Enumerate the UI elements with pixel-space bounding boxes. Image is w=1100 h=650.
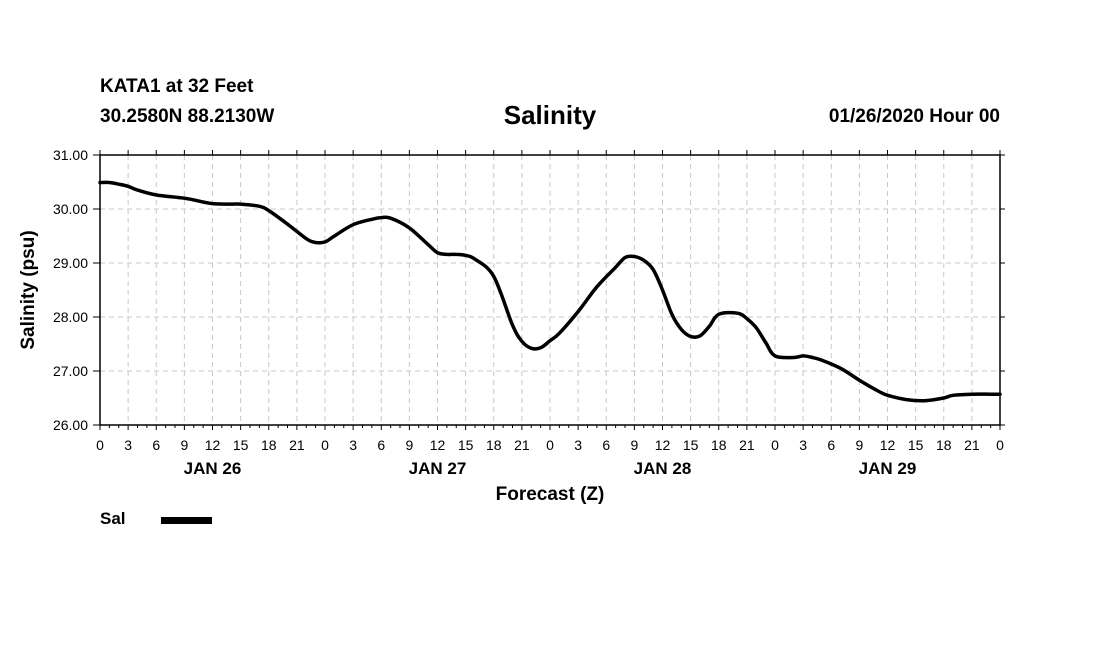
x-axis-ticks: 0 3 6 9 12 15 18 21 0 3 6 9 12 15 18 21 0 3 6 9 12 15 18 21 0 3 6 9… [96, 150, 1004, 478]
x-tick-label: 3 [124, 437, 132, 453]
legend-label-sal: Sal [100, 509, 126, 528]
x-tick-label: 0 [321, 437, 329, 453]
x-tick-label: 3 [349, 437, 357, 453]
x-tick-label: 12 [430, 437, 446, 453]
forecast-issue-time: 01/26/2020 Hour 00 [828, 106, 1000, 127]
x-tick-label: 3 [574, 437, 582, 453]
x-tick-label: 9 [405, 437, 413, 453]
station-coordinates: 30.2580N 88.2130W [100, 106, 275, 127]
x-tick-label: 15 [458, 437, 474, 453]
y-tick-label: 30.00 [53, 201, 88, 217]
x-tick-label: 3 [799, 437, 807, 453]
station-name: KATA1 at 32 Feet [100, 76, 254, 97]
x-tick-label: 0 [546, 437, 554, 453]
x-tick-label: 6 [602, 437, 610, 453]
x-axis-label: Forecast (Z) [496, 484, 605, 505]
y-tick-label: 27.00 [53, 363, 88, 379]
y-axis-ticks: 26.00 27.00 28.00 29.00 30.00 31.00 [53, 147, 1005, 433]
x-tick-label: 6 [152, 437, 160, 453]
x-tick-label: 21 [964, 437, 980, 453]
x-tick-label: 9 [855, 437, 863, 453]
plot-frame [99, 154, 1001, 426]
x-tick-label: 21 [289, 437, 305, 453]
chart-title: Salinity [503, 100, 597, 130]
x-day-label: JAN 28 [634, 459, 692, 478]
x-tick-label: 18 [711, 437, 727, 453]
x-day-label: JAN 29 [859, 459, 917, 478]
series-layer [98, 180, 1002, 403]
x-tick-label: 6 [827, 437, 835, 453]
x-tick-label: 21 [514, 437, 530, 453]
x-day-label: JAN 27 [409, 459, 467, 478]
x-tick-label: 6 [377, 437, 385, 453]
x-tick-label: 18 [486, 437, 502, 453]
y-tick-label: 28.00 [53, 309, 88, 325]
series-line-sal [98, 180, 1002, 403]
x-tick-label: 15 [683, 437, 699, 453]
x-tick-label: 18 [936, 437, 952, 453]
x-tick-label: 0 [771, 437, 779, 453]
y-tick-label: 31.00 [53, 147, 88, 163]
grid-lines [100, 155, 1000, 425]
y-tick-label: 29.00 [53, 255, 88, 271]
x-day-label: JAN 26 [184, 459, 242, 478]
x-tick-label: 9 [630, 437, 638, 453]
x-tick-label: 0 [996, 437, 1004, 453]
x-tick-label: 12 [655, 437, 671, 453]
x-tick-label: 9 [180, 437, 188, 453]
y-axis-label: Salinity (psu) [18, 230, 39, 349]
legend-swatch-sal [161, 517, 212, 524]
x-tick-label: 21 [739, 437, 755, 453]
y-tick-label: 26.00 [53, 417, 88, 433]
x-tick-label: 12 [205, 437, 221, 453]
x-tick-label: 12 [880, 437, 896, 453]
x-tick-label: 15 [233, 437, 249, 453]
x-tick-label: 15 [908, 437, 924, 453]
x-tick-label: 18 [261, 437, 277, 453]
x-tick-label: 0 [96, 437, 104, 453]
